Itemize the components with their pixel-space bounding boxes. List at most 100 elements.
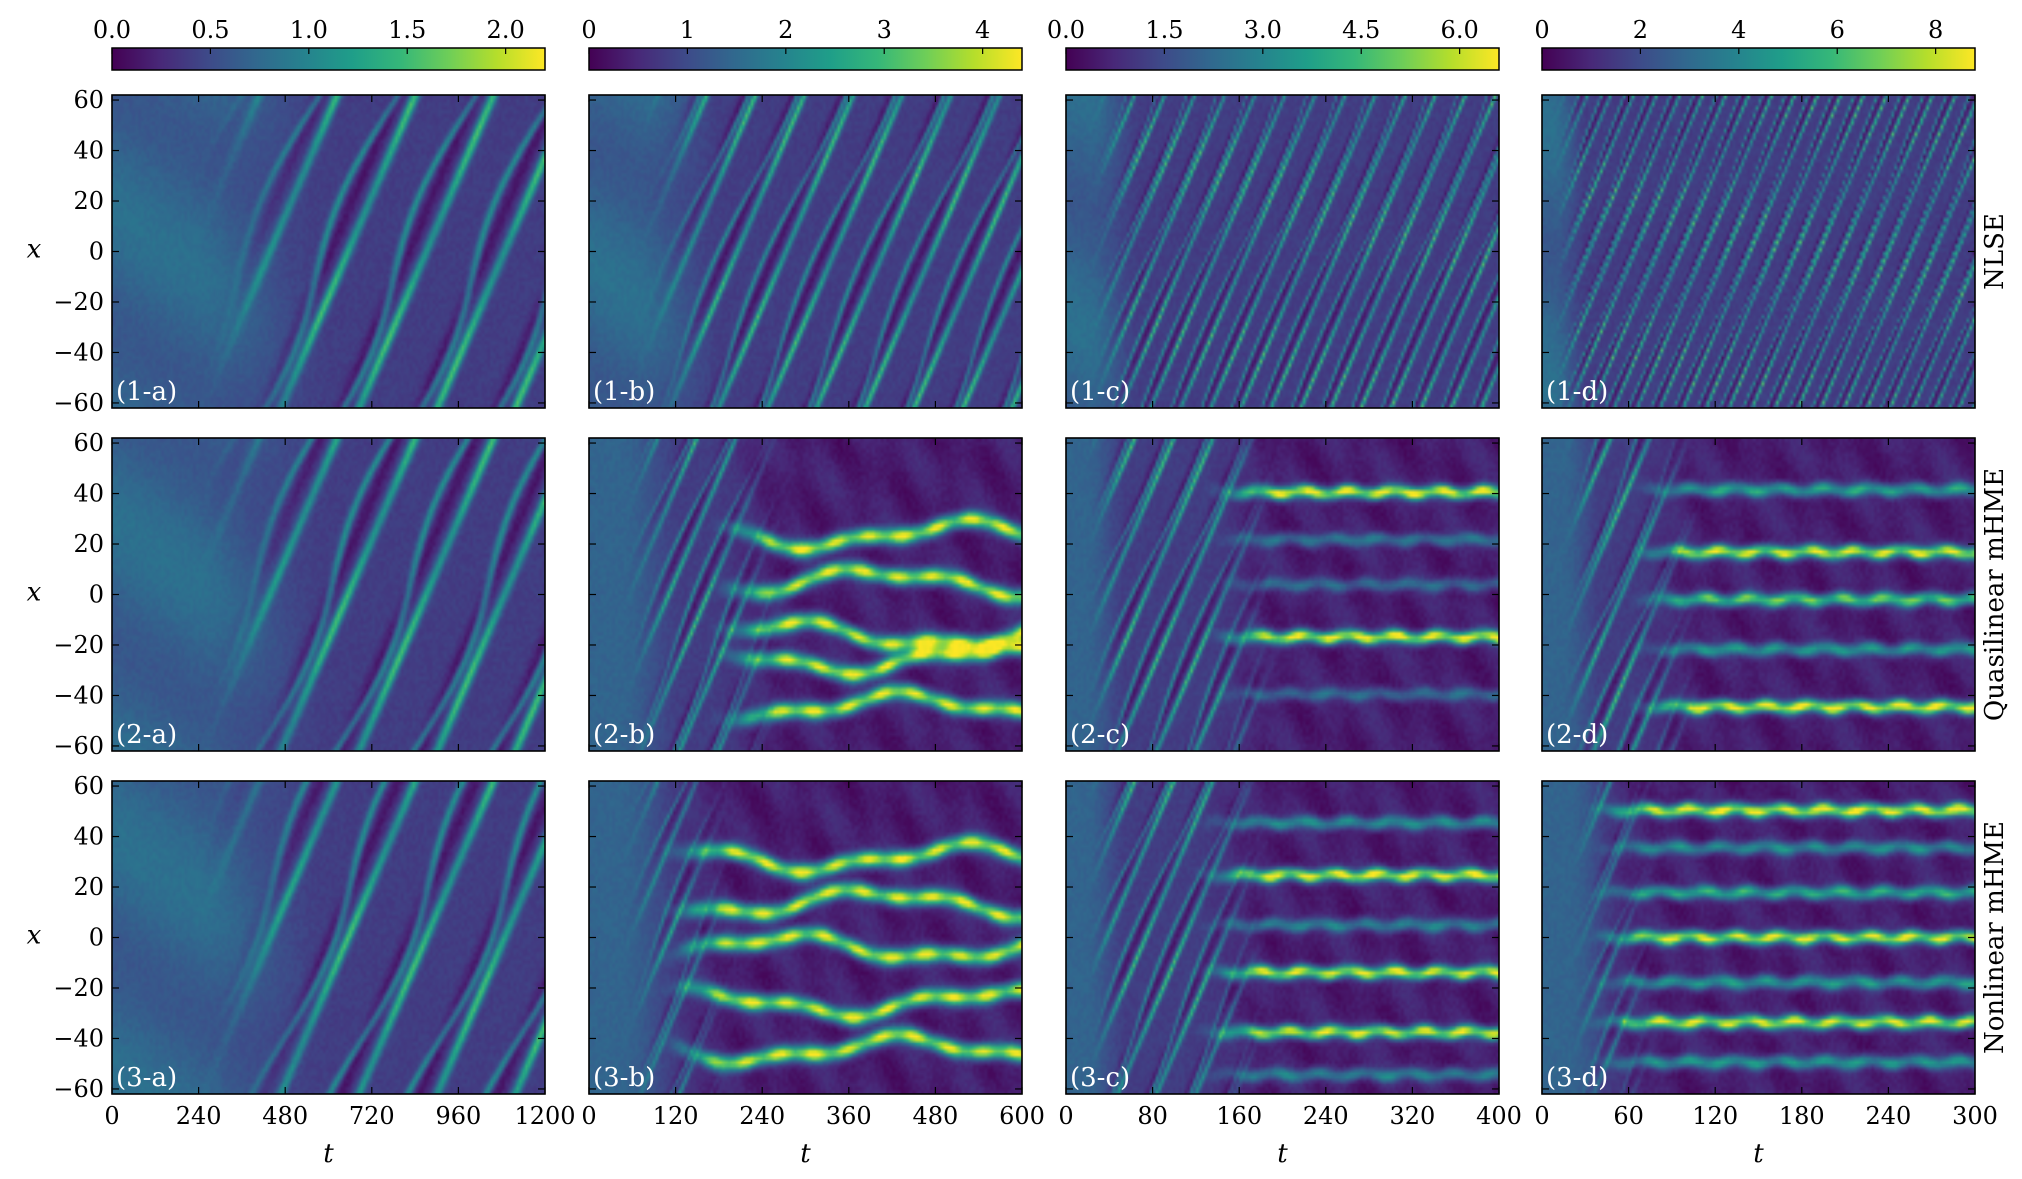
y-tick-label: 20: [73, 530, 104, 558]
panel-label: (2-b): [593, 720, 655, 750]
colorbar-tick-label: 1.5: [388, 16, 426, 44]
x-axis-label: t: [1277, 1139, 1288, 1169]
colorbar-tick-label: 6.0: [1441, 16, 1479, 44]
y-tick-label: 40: [73, 137, 104, 165]
x-tick-label: 0: [1058, 1102, 1073, 1130]
panel-1-a: 60 40 20 0 −20 −40 −60 x (1-a): [27, 86, 546, 417]
colorbar-tick-label: 2.0: [487, 16, 525, 44]
row-label: Quasilinear mHME: [1980, 468, 2010, 721]
x-tick-label: 0: [581, 1102, 596, 1130]
colorbar-tick-label: 0.0: [1047, 16, 1085, 44]
panel-2-d: (2-d): [1541, 437, 1976, 752]
panel-label: (1-b): [593, 377, 655, 407]
colorbar-tick-label: 1.5: [1145, 16, 1183, 44]
y-tick-label: −20: [53, 288, 104, 316]
x-tick-label: 60: [1613, 1102, 1644, 1130]
x-tick-label: 0: [1534, 1102, 1549, 1130]
x-tick-label: 480: [262, 1102, 308, 1130]
row-labels: NLSE Quasilinear mHME Nonlinear mHME: [1980, 213, 2010, 1054]
panel-label: (2-c): [1070, 720, 1130, 750]
x-tick-label: 960: [435, 1102, 481, 1130]
panel-1-d: (1-d): [1541, 94, 1976, 409]
colorbar-tick-label: 4: [1731, 16, 1746, 44]
x-tick-label: 240: [1303, 1102, 1349, 1130]
x-axis-label: t: [800, 1139, 811, 1169]
x-tick-label: 360: [826, 1102, 872, 1130]
y-tick-label: −20: [53, 974, 104, 1002]
colorbar-tick-label: 2: [1633, 16, 1648, 44]
panel-label: (3-c): [1070, 1063, 1130, 1093]
colorbar-tick-label: 0.5: [191, 16, 229, 44]
y-tick-label: 0: [89, 924, 104, 952]
y-tick-label: 60: [73, 429, 104, 457]
x-tick-label: 320: [1389, 1102, 1435, 1130]
y-tick-label: −40: [53, 681, 104, 709]
colorbar-gradient: [1065, 47, 1500, 71]
panel-1-c: (1-c): [1065, 94, 1500, 409]
y-axis-label: x: [27, 235, 42, 265]
colorbar-tick-label: 1: [680, 16, 695, 44]
heatmap-image: [112, 781, 545, 1094]
panel-1-b: (1-b): [588, 94, 1023, 409]
y-tick-label: −40: [53, 1024, 104, 1052]
panel-label: (3-b): [593, 1063, 655, 1093]
row-label: NLSE: [1980, 213, 2010, 290]
colorbar-gradient: [588, 47, 1023, 71]
y-tick-label: −40: [53, 338, 104, 366]
x-tick-label: 300: [1952, 1102, 1998, 1130]
y-tick-label: −60: [53, 389, 104, 417]
colorbar-4: 0 2 4 6 8: [1534, 16, 1976, 71]
x-tick-label: 480: [912, 1102, 958, 1130]
colorbar-tick-label: 3.0: [1244, 16, 1282, 44]
y-tick-label: −60: [53, 732, 104, 760]
colorbars: 0.0 0.5 1.0 1.5 2.0 0 1 2 3 4 0.0 1.5 3.0 4.5 6.0 0 2 4 6 8: [93, 16, 1976, 71]
heatmap-image: [1066, 781, 1499, 1094]
y-tick-label: 60: [73, 772, 104, 800]
y-tick-label: −20: [53, 631, 104, 659]
x-tick-label: 1200: [514, 1102, 575, 1130]
colorbar-tick-label: 8: [1928, 16, 1943, 44]
x-tick-label: 80: [1137, 1102, 1168, 1130]
y-tick-label: 60: [73, 86, 104, 114]
colorbar-tick-label: 0: [1534, 16, 1549, 44]
panel-3-c: 0 80 160 240 320 400 t (3-c): [1058, 780, 1522, 1169]
x-tick-label: 240: [1865, 1102, 1911, 1130]
panel-2-a: 60 40 20 0 −20 −40 −60 x (2-a): [27, 429, 546, 760]
heatmap-image: [1542, 781, 1975, 1094]
y-tick-label: 20: [73, 873, 104, 901]
panel-label: (2-a): [116, 720, 177, 750]
y-tick-label: −60: [53, 1075, 104, 1103]
heatmap-image: [1542, 438, 1975, 751]
x-tick-label: 160: [1216, 1102, 1262, 1130]
y-tick-label: 20: [73, 187, 104, 215]
colorbar-tick-label: 4: [975, 16, 990, 44]
heatmap-image: [1066, 95, 1499, 408]
panel-label: (3-a): [116, 1063, 177, 1093]
x-tick-label: 600: [999, 1102, 1045, 1130]
colorbar-gradient: [111, 47, 546, 71]
heatmap-image: [112, 438, 545, 751]
panel-label: (1-d): [1546, 377, 1608, 407]
x-tick-label: 400: [1476, 1102, 1522, 1130]
x-axis-label: t: [323, 1139, 334, 1169]
heatmap-image: [1542, 95, 1975, 408]
x-tick-label: 0: [104, 1102, 119, 1130]
y-tick-label: 0: [89, 581, 104, 609]
panel-label: (3-d): [1546, 1063, 1608, 1093]
x-tick-label: 240: [739, 1102, 785, 1130]
panel-label: (1-c): [1070, 377, 1130, 407]
colorbar-2: 0 1 2 3 4: [581, 16, 1023, 71]
panel-label: (1-a): [116, 377, 177, 407]
heatmap-image: [1066, 438, 1499, 751]
panel-label: (2-d): [1546, 720, 1608, 750]
row-label: Nonlinear mHME: [1980, 821, 2010, 1054]
y-tick-label: 40: [73, 480, 104, 508]
panel-3-b: 0 120 240 360 480 600 t (3-b): [581, 780, 1045, 1169]
panel-3-d: 0 60 120 180 240 300 t (3-d): [1534, 780, 1998, 1169]
heatmap-image: [589, 95, 1022, 408]
x-tick-label: 120: [1692, 1102, 1738, 1130]
heatmap-image: [112, 95, 545, 408]
colorbar-tick-label: 2: [778, 16, 793, 44]
heatmap-image: [589, 438, 1022, 751]
